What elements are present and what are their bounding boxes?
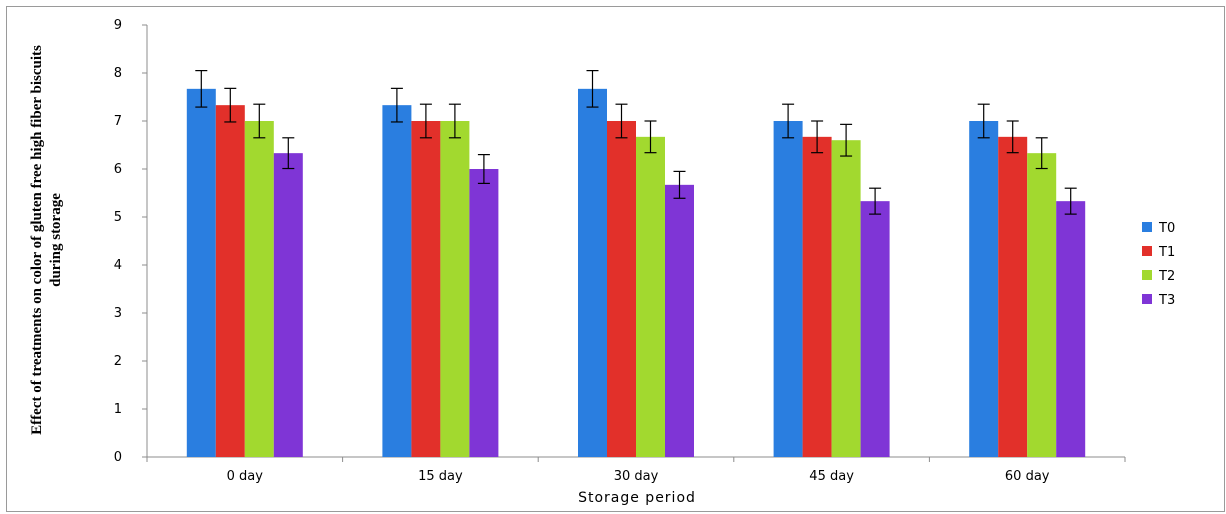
bar — [186, 88, 216, 457]
y-axis-title: Effect of treatments on color of gluten … — [29, 45, 64, 435]
error-bars — [195, 69, 1077, 215]
bar — [578, 88, 607, 457]
bar — [998, 136, 1028, 457]
bar — [636, 136, 665, 457]
bars — [186, 88, 1086, 457]
bar — [469, 169, 499, 457]
y-tick-label: 7 — [114, 114, 122, 129]
bar — [382, 105, 412, 457]
y-tick-label: 4 — [114, 258, 122, 273]
bar — [831, 140, 861, 457]
bar — [607, 121, 636, 457]
x-tick-label: 0 day — [227, 469, 264, 484]
y-tick-label: 0 — [114, 450, 122, 465]
y-axis-title-line-1: Effect of treatments on color of gluten … — [29, 45, 45, 435]
y-tick-label: 6 — [114, 162, 122, 177]
legend-swatch — [1142, 270, 1152, 280]
bar — [802, 136, 832, 457]
legend-swatch — [1142, 222, 1152, 232]
y-tick-label: 9 — [114, 18, 122, 33]
legend-label: T1 — [1158, 245, 1175, 260]
bar — [860, 201, 890, 457]
x-axis: 0 day 15 day 30 day 45 day 60 day — [146, 456, 1126, 484]
bar — [215, 105, 245, 457]
legend-swatch — [1142, 294, 1152, 304]
legend: T0 T1 T2 T3 — [1142, 221, 1175, 308]
bar — [411, 121, 441, 457]
x-tick-label: 30 day — [614, 469, 659, 484]
y-axis-title-line-2: during storage — [48, 193, 64, 287]
bar — [773, 121, 803, 457]
y-tick-label: 5 — [114, 210, 122, 225]
bar — [273, 153, 303, 457]
y-tick-label: 8 — [114, 66, 122, 81]
x-tick-label: 45 day — [809, 469, 854, 484]
x-tick-label: 60 day — [1005, 469, 1050, 484]
bar — [440, 121, 470, 457]
y-tick-label: 2 — [114, 354, 122, 369]
chart-frame — [6, 6, 1225, 512]
legend-label: T0 — [1158, 221, 1175, 236]
y-axis: 0 1 2 3 4 5 6 7 8 9 — [114, 18, 148, 465]
y-tick-label: 1 — [114, 402, 122, 417]
bar — [1056, 201, 1086, 457]
y-tick-label: 3 — [114, 306, 122, 321]
x-tick-label: 15 day — [418, 469, 463, 484]
legend-label: T3 — [1158, 293, 1175, 308]
legend-label: T2 — [1158, 269, 1175, 284]
bar — [244, 121, 274, 457]
bar — [665, 184, 694, 457]
bar — [969, 121, 999, 457]
legend-swatch — [1142, 246, 1152, 256]
bar — [1027, 153, 1057, 457]
x-axis-title: Storage period — [578, 490, 696, 506]
